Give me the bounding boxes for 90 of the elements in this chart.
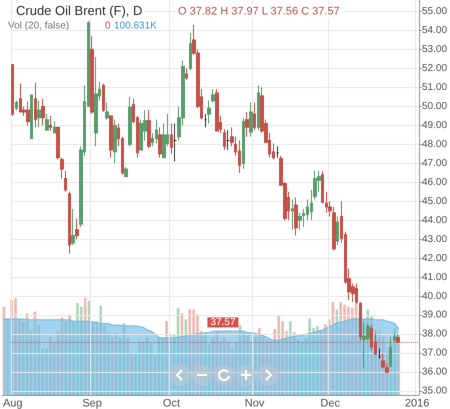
candlestick xyxy=(298,212,302,230)
bar xyxy=(180,314,184,395)
candlestick xyxy=(204,113,207,128)
candlestick xyxy=(124,166,128,178)
y-tick-label: 46.00 xyxy=(422,176,448,188)
y-tick-label: 38.00 xyxy=(422,328,448,340)
y-tick-label: 42.00 xyxy=(422,252,448,264)
candlestick xyxy=(37,100,41,128)
candlestick xyxy=(291,198,294,230)
bar xyxy=(192,310,195,395)
candlestick xyxy=(94,56,98,147)
candlestick xyxy=(336,216,339,246)
candlestick xyxy=(53,121,56,134)
x-tick-label: Oct xyxy=(162,398,180,409)
candlestick xyxy=(325,191,328,214)
annotation: 100.631K xyxy=(114,20,158,32)
candlestick xyxy=(19,83,22,113)
y-tick-label: 39.00 xyxy=(422,310,448,321)
ref-line-label: 37.57 xyxy=(210,316,236,328)
candlestick xyxy=(64,170,67,192)
candlestick xyxy=(321,170,324,204)
candlestick xyxy=(158,126,162,158)
candlestick xyxy=(11,64,14,116)
annotation: 0 xyxy=(105,20,111,32)
candlestick xyxy=(147,110,151,149)
y-tick-label: 51.00 xyxy=(422,82,448,93)
candlestick xyxy=(355,283,358,304)
candlestick xyxy=(249,102,253,138)
candlestick xyxy=(170,122,173,154)
candlestick xyxy=(238,140,241,174)
candlestick xyxy=(41,98,45,126)
candlestick xyxy=(223,128,226,151)
y-tick-label: 37.00 xyxy=(422,348,448,359)
candlestick xyxy=(207,100,211,124)
candlestick xyxy=(253,102,256,131)
candlestick xyxy=(68,191,71,254)
y-tick-label: 50.00 xyxy=(422,100,448,112)
y-tick-label: 41.00 xyxy=(422,272,448,283)
candlestick xyxy=(242,117,245,170)
x-tick-label: 2016 xyxy=(404,398,430,409)
candlestick xyxy=(185,68,188,80)
candlestick xyxy=(173,122,177,162)
y-tick-label: 44.00 xyxy=(422,214,448,226)
candlestick xyxy=(45,113,49,132)
candlestick xyxy=(34,82,37,128)
candlestick xyxy=(276,146,279,158)
candlestick xyxy=(90,36,94,114)
candlestick xyxy=(211,88,215,104)
y-tick-label: 43.00 xyxy=(422,234,448,245)
y-tick-label: 54.00 xyxy=(422,24,448,36)
candlestick xyxy=(113,119,117,164)
candlestick xyxy=(215,88,219,132)
y-tick-label: 47.00 xyxy=(422,158,448,169)
candlestick xyxy=(128,96,132,147)
y-tick-label: 36.00 xyxy=(422,366,448,378)
candlestick xyxy=(257,84,260,131)
candlestick xyxy=(75,218,79,240)
candlestick xyxy=(189,32,192,71)
x-tick-label: Aug xyxy=(2,398,23,409)
y-tick-label: 55.00 xyxy=(422,6,448,17)
bar xyxy=(2,306,6,395)
y-tick-label: 48.00 xyxy=(422,138,448,150)
candlestick xyxy=(155,119,158,144)
candlestick xyxy=(26,101,30,126)
x-tick-label: Sep xyxy=(82,398,102,409)
candlestick xyxy=(30,94,33,140)
x-tick-label: Dec xyxy=(320,398,340,409)
candlestick xyxy=(105,102,109,120)
chart-title: Crude Oil Brent (F), D xyxy=(16,3,142,18)
y-tick-label: 35.00 xyxy=(422,386,448,397)
y-tick-label: 53.00 xyxy=(422,44,448,55)
bar xyxy=(165,321,168,395)
candlestick xyxy=(378,348,381,360)
candlestick xyxy=(102,83,105,113)
bar xyxy=(254,336,257,395)
x-tick-label: Nov xyxy=(244,398,265,409)
y-tick-label: 52.00 xyxy=(422,62,448,74)
candlestick xyxy=(294,197,298,236)
annotation: O 37.82 H 37.97 L 37.56 C 37.57 xyxy=(178,6,340,18)
y-tick-label: 49.00 xyxy=(422,120,448,131)
candlestick xyxy=(109,115,113,158)
bar xyxy=(176,308,180,395)
candlestick xyxy=(71,208,75,246)
bar xyxy=(6,318,10,395)
candlestick xyxy=(226,130,230,151)
candlestick xyxy=(49,115,52,132)
candlestick xyxy=(15,100,18,111)
y-tick-label: 40.00 xyxy=(422,290,448,302)
y-tick-label: 45.00 xyxy=(422,196,448,207)
candlestick xyxy=(245,112,249,138)
